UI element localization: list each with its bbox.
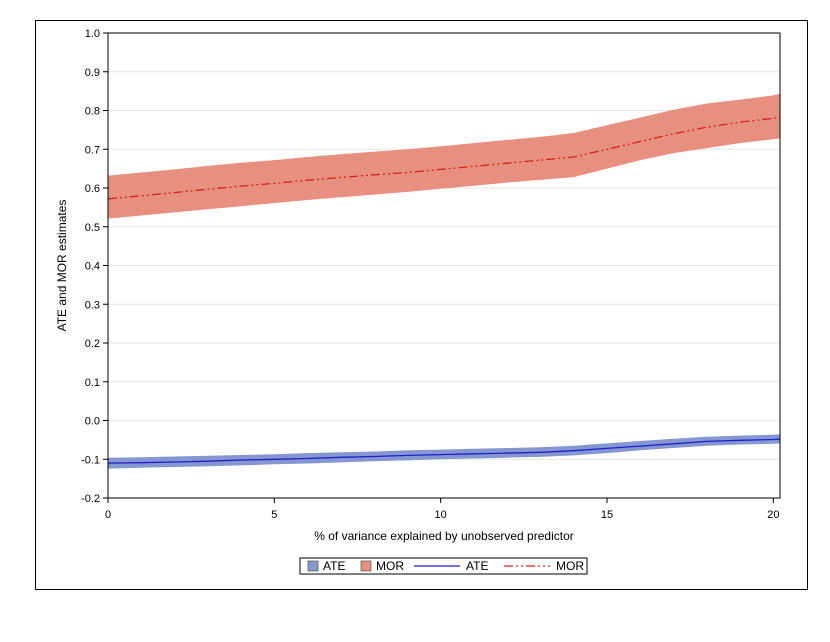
y-axis: -0.2 -0.1 0.0 0.1 0.2 0.3 0.4 0.5 0.6 0.7 0.8 0.9 1.…	[81, 28, 108, 505]
band-mor	[108, 94, 780, 219]
y-tick-label: 0.9	[85, 67, 100, 79]
legend-swatch-ate	[308, 561, 318, 571]
y-axis-title: ATE and MOR estimates	[55, 200, 69, 332]
legend-label: ATE	[323, 559, 345, 573]
y-tick-label: 0.0	[85, 416, 100, 428]
x-tick-label: 10	[435, 509, 447, 521]
x-tick-label: 5	[271, 509, 277, 521]
grid-lines	[108, 33, 780, 498]
x-tick-label: 20	[767, 509, 779, 521]
x-axis: 0 5 10 15 20	[105, 498, 780, 521]
legend-label: MOR	[556, 559, 584, 573]
y-tick-label: 0.8	[85, 106, 100, 118]
x-tick-label: 0	[105, 509, 111, 521]
y-tick-label: -0.1	[81, 454, 100, 466]
x-tick-label: 15	[601, 509, 613, 521]
y-tick-label: 0.6	[85, 183, 100, 195]
y-tick-label: 0.1	[85, 377, 100, 389]
x-axis-title: % of variance explained by unobserved pr…	[314, 529, 574, 543]
legend-label: MOR	[376, 559, 404, 573]
y-tick-label: 0.2	[85, 338, 100, 350]
y-tick-label: -0.2	[81, 493, 100, 505]
y-tick-label: 0.3	[85, 299, 100, 311]
legend: ATE MOR ATE MOR	[300, 558, 587, 574]
y-tick-label: 0.5	[85, 222, 100, 234]
y-tick-label: 0.4	[85, 261, 100, 273]
y-tick-label: 1.0	[85, 28, 100, 40]
band-ate	[108, 434, 780, 468]
confidence-bands	[108, 94, 780, 469]
legend-swatch-mor	[361, 561, 371, 571]
legend-label: ATE	[466, 559, 488, 573]
y-tick-label: 0.7	[85, 144, 100, 156]
